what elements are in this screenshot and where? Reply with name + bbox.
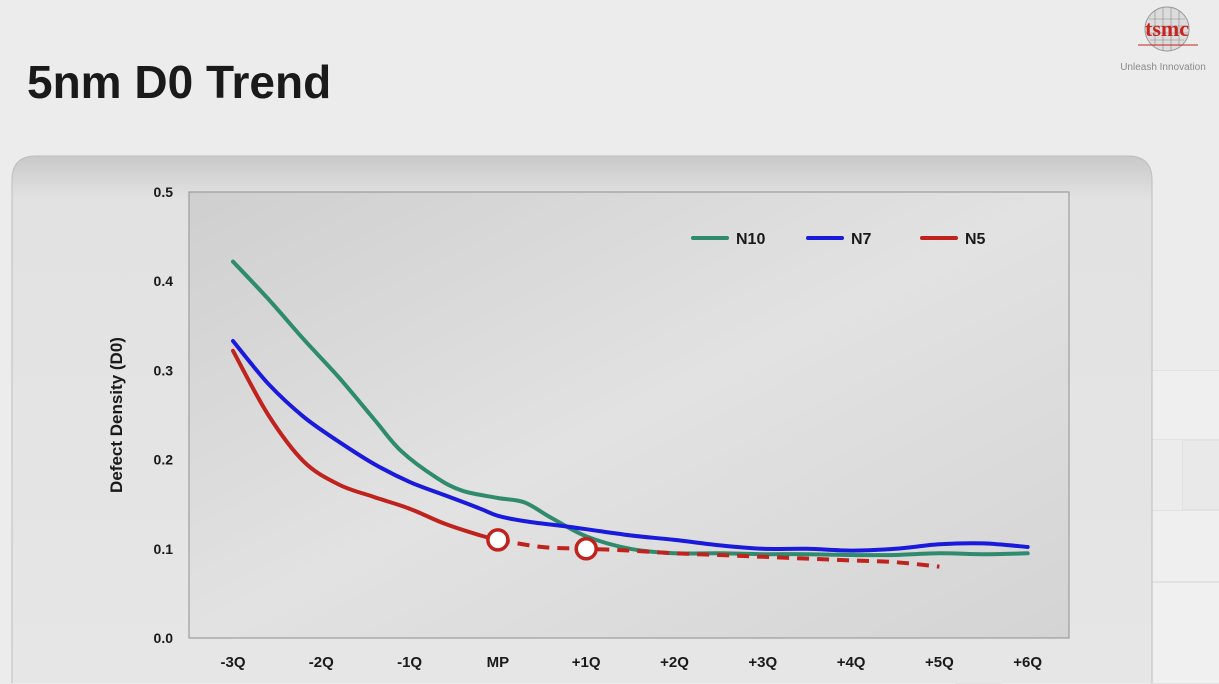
x-tick-label: +5Q	[925, 654, 954, 671]
y-axis-label: Defect Density (D0)	[107, 337, 126, 493]
y-tick-label: 0.5	[154, 184, 174, 200]
logo-wordmark: tsmc	[1145, 16, 1189, 41]
decorative-tile	[1150, 370, 1219, 440]
data-point-marker-n5	[574, 537, 598, 561]
y-tick-label: 0.4	[154, 273, 174, 289]
plot-area	[188, 191, 1070, 639]
x-tick-label: -2Q	[309, 654, 334, 671]
y-tick-label: 0.1	[154, 541, 174, 557]
y-tick-label: 0.0	[154, 630, 174, 646]
decorative-tile	[1150, 582, 1219, 684]
series-line-n5	[231, 348, 500, 542]
data-point-marker-n5	[486, 528, 510, 552]
series-line-n5-projected	[497, 537, 940, 569]
x-tick-label: +6Q	[1013, 654, 1042, 671]
tsmc-logo: tsmc	[1138, 6, 1198, 52]
legend-label-n7: N7	[851, 231, 872, 248]
slide-title: 5nm D0 Trend	[27, 56, 332, 108]
x-tick-label: MP	[487, 654, 510, 671]
legend-label-n10: N10	[736, 231, 765, 248]
x-tick-label: -1Q	[397, 654, 422, 671]
legend-label-n5: N5	[965, 231, 986, 248]
y-tick-label: 0.2	[154, 452, 174, 468]
series-line-n7	[231, 339, 1030, 553]
x-tick-label: +3Q	[748, 654, 777, 671]
x-tick-label: +2Q	[660, 654, 689, 671]
x-tick-label: -3Q	[220, 654, 245, 671]
y-tick-label: 0.3	[154, 362, 174, 378]
x-tick-label: +4Q	[837, 654, 866, 671]
logo-tagline: Unleash Innovation	[1120, 62, 1206, 73]
decorative-tile	[1182, 440, 1219, 510]
wafer-icon	[1144, 6, 1190, 52]
x-tick-label: +1Q	[572, 654, 601, 671]
